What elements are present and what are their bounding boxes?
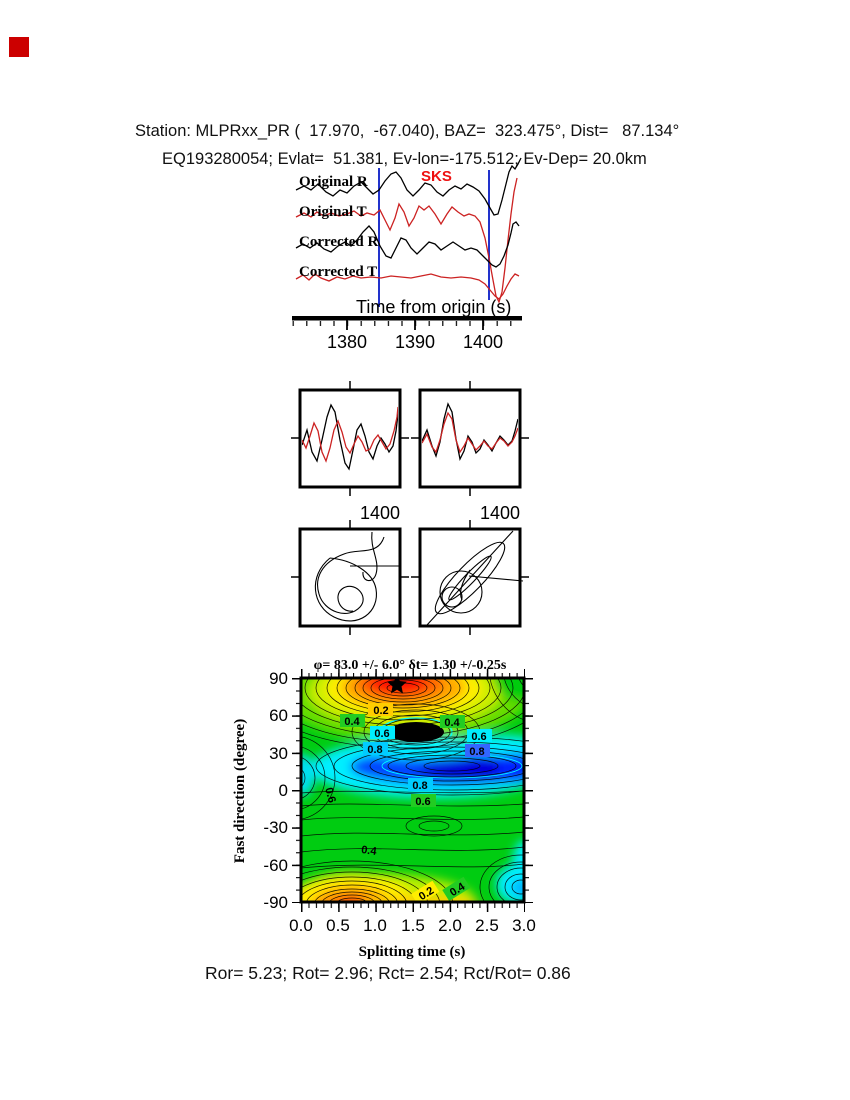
best-solution-star-icon	[387, 678, 407, 694]
contour-xtick-labels: 0.0 0.5 1.0 1.5 2.0 2.5 3.0	[289, 916, 536, 935]
time-axis-label: Time from origin (s)	[356, 297, 511, 317]
hodogram-left-frame	[298, 527, 402, 628]
comparison-ticks	[291, 381, 529, 496]
comparison-right-tick-label: 1400	[480, 503, 520, 523]
contour-label: 0.6	[471, 731, 486, 743]
ytick-0: 0	[279, 781, 288, 800]
xtick-2.5: 2.5	[475, 916, 499, 935]
contour-label: 0.2	[417, 885, 436, 903]
ytick-n30: -30	[263, 818, 288, 837]
corrected-t-label: Corrected T	[299, 264, 377, 280]
contour-label: 0.8	[412, 780, 427, 792]
time-axis-line	[292, 316, 522, 321]
ytick-n90: -90	[263, 893, 288, 912]
contour-inline-labels: 0.2 0.4 0.4 0.6 0.6 0.8 0.8 0.8	[322, 703, 492, 903]
comparison-right-red-trace	[422, 411, 518, 454]
comparison-left-black-trace	[302, 403, 398, 471]
station-title: Station: MLPRxx_PR ( 17.970, -67.040), B…	[135, 122, 680, 140]
xtick-1.5: 1.5	[401, 916, 425, 935]
comparison-left-tick-label: 1400	[360, 503, 400, 523]
contour-label: 0.4	[444, 717, 460, 729]
waveform-panel: Original R Original T Corrected R Correc…	[292, 157, 522, 352]
comparison-left-red-trace	[302, 406, 398, 463]
comparison-panels: 1400 1400	[291, 381, 529, 523]
original-r-label: Original R	[299, 174, 368, 190]
time-tick-1390: 1390	[395, 332, 435, 352]
hodogram-right-frame	[418, 527, 522, 628]
ytick-n60: -60	[263, 856, 288, 875]
ytick-30: 30	[269, 744, 288, 763]
comparison-right-frame	[418, 388, 522, 489]
contour-label: 0.6	[415, 796, 430, 808]
corrected-r-trace	[295, 221, 520, 268]
contour-label: 0.8	[469, 746, 484, 758]
xtick-0.5: 0.5	[326, 916, 350, 935]
event-subtitle: EQ193280054; Evlat= 51.381, Ev-lon=-175.…	[162, 150, 647, 168]
contour-axis-ticks	[292, 669, 533, 912]
contour-ytick-labels: 90 60 30 0 -30 -60 -90	[263, 669, 288, 912]
xtick-3.0: 3.0	[512, 916, 536, 935]
sks-phase-label: SKS	[421, 168, 452, 185]
contour-lines	[301, 678, 524, 902]
contour-panel: φ= 83.0 +/- 6.0° δt= 1.30 +/-0.25s	[232, 658, 536, 960]
ytick-90: 90	[269, 669, 288, 688]
contour-label: 0.4	[360, 844, 378, 858]
hodogram-original	[314, 531, 400, 622]
contour-label: 0.6	[322, 786, 338, 804]
corrected-t-trace	[295, 273, 520, 300]
original-t-label: Original T	[299, 204, 367, 220]
time-tick-1400: 1400	[463, 332, 503, 352]
xtick-2.0: 2.0	[438, 916, 462, 935]
red-corner-marker	[9, 37, 29, 57]
contour-ylabel: Fast direction (degree)	[232, 719, 248, 863]
contour-xlabel: Splitting time (s)	[359, 944, 466, 960]
comparison-left-frame	[298, 388, 402, 489]
contour-label: 0.8	[367, 744, 382, 756]
hodogram-ticks	[291, 520, 529, 635]
ytick-60: 60	[269, 706, 288, 725]
contour-field: 0.2 0.4 0.4 0.6 0.6 0.8 0.8 0.8	[301, 678, 524, 903]
hodogram-panels	[291, 520, 529, 635]
contour-label: 0.2	[373, 705, 388, 717]
xtick-1.0: 1.0	[363, 916, 387, 935]
time-axis-minor-ticks	[292, 321, 521, 326]
contour-label: 0.4	[344, 716, 360, 728]
hodogram-corrected	[426, 530, 524, 626]
quality-metrics-text: Ror= 5.23; Rot= 2.96; Rct= 2.54; Rct/Rot…	[205, 963, 571, 983]
xtick-0.0: 0.0	[289, 916, 313, 935]
corrected-r-label: Corrected R	[299, 234, 378, 250]
contour-label: 0.6	[374, 728, 389, 740]
original-r-trace	[295, 157, 522, 216]
time-tick-1380: 1380	[327, 332, 367, 352]
